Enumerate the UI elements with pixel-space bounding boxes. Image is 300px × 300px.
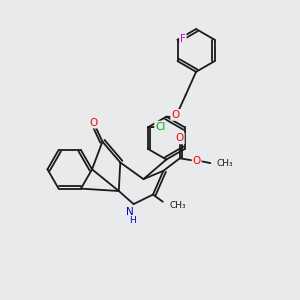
Text: N: N (126, 207, 134, 218)
Text: CH₃: CH₃ (170, 201, 187, 210)
Text: O: O (171, 110, 179, 120)
Text: H: H (129, 216, 136, 225)
Text: F: F (180, 34, 186, 44)
Text: O: O (193, 156, 201, 166)
Text: O: O (176, 134, 184, 143)
Text: O: O (89, 118, 98, 128)
Text: Cl: Cl (155, 122, 166, 131)
Text: CH₃: CH₃ (216, 159, 233, 168)
